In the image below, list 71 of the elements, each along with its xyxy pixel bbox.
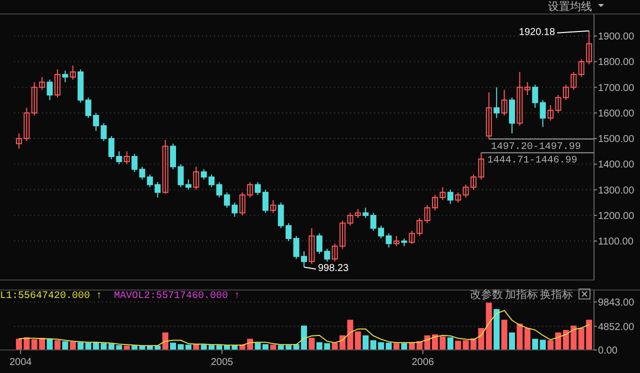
candlestick: [124, 150, 130, 165]
bar: [362, 335, 369, 350]
y-tick-label: 1700.00: [598, 82, 635, 94]
y-tick-label: 1400.00: [598, 160, 635, 171]
bar: [447, 337, 454, 350]
y-tick-label: 9843.00: [598, 297, 635, 308]
candlestick: [393, 235, 400, 247]
annotation: 1444.71-1446.99: [487, 156, 578, 167]
bar: [308, 338, 315, 350]
bar: [54, 340, 60, 350]
candlestick: [46, 79, 53, 101]
candlestick: [501, 89, 508, 116]
candlestick: [524, 82, 530, 96]
annotation: 加指标: [505, 288, 538, 301]
candlestick: [455, 192, 462, 204]
x-tick-label: 2004: [9, 357, 32, 368]
y-tick-label: 1300.00: [598, 185, 635, 196]
line-series: [18, 310, 590, 346]
bar: [494, 309, 500, 350]
candlestick: [308, 228, 315, 265]
bar: [501, 320, 508, 350]
candlestick: [362, 207, 369, 218]
bar: [124, 346, 130, 350]
y-tick-label: 1200.00: [598, 210, 635, 222]
bar: [185, 344, 192, 350]
y-tick-label: 1100.00: [598, 236, 634, 248]
candlestick: [447, 189, 454, 204]
candlestick: [162, 139, 168, 194]
bar: [62, 341, 68, 350]
bar: [524, 328, 530, 350]
candlestick: [54, 68, 60, 98]
bar: [516, 324, 523, 350]
bar: [509, 332, 516, 350]
candlestick: [540, 100, 546, 128]
y-tick-label: 1800.00: [598, 57, 635, 68]
annotation: MAVOL2:55717460.000 ↑: [114, 291, 240, 302]
annotation: 998.23: [318, 263, 350, 274]
y-tick-label: 1600.00: [598, 108, 635, 120]
candlestick: [516, 71, 523, 126]
candlestick: [70, 65, 76, 80]
bar: [455, 340, 462, 350]
bar: [393, 343, 400, 350]
x-tick-label: 2006: [412, 357, 434, 368]
candlestick: [193, 166, 200, 190]
bar: [270, 344, 276, 350]
y-tick-label: 4852.00: [598, 322, 635, 333]
x-tick-label: 2005: [210, 357, 234, 368]
candlestick: [494, 86, 500, 119]
y-tick-label: 1500.00: [598, 134, 635, 146]
candlestick: [270, 200, 276, 214]
annotation: 改参数: [470, 288, 503, 301]
y-tick-label: 0.00: [598, 346, 618, 356]
bar: [540, 340, 546, 350]
candlestick: [532, 84, 538, 108]
candlestick: [486, 92, 492, 140]
annotation: L1:55647420.000 ↑: [0, 291, 102, 302]
annotation: 1497.20-1497.99: [490, 142, 581, 154]
annotation: 换指标: [540, 289, 573, 301]
bar: [486, 302, 492, 350]
bar: [401, 343, 408, 350]
bar: [162, 332, 168, 350]
bar: [354, 331, 361, 350]
bar: [78, 342, 84, 350]
bar: [532, 338, 538, 350]
candlestick: [62, 70, 68, 83]
candlestick: [185, 179, 192, 190]
bar: [70, 342, 76, 350]
candlestick: [509, 97, 516, 134]
y-tick-label: 1900.00: [598, 32, 635, 43]
annotation: 1920.18: [518, 26, 556, 38]
text: 设置均线: [548, 0, 592, 13]
